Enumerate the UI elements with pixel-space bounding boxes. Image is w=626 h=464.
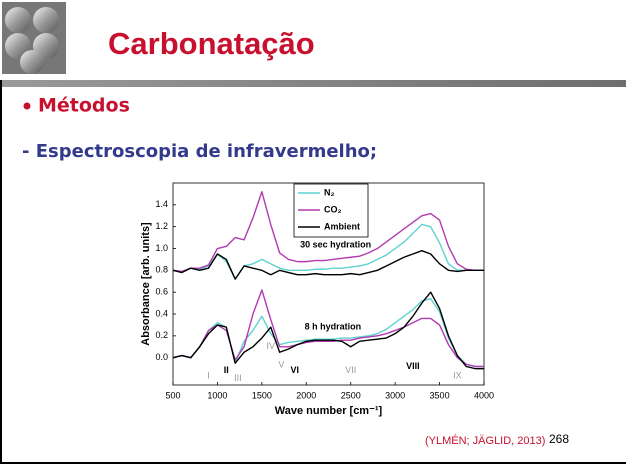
y-tick-label: 0.2	[155, 330, 168, 340]
x-axis-label: Wave number [cm⁻¹]	[275, 405, 383, 417]
y-tick-label: 1.0	[155, 243, 168, 253]
annotation: VI	[290, 365, 299, 375]
x-tick-label: 1500	[252, 390, 272, 400]
citation: (YLMÉN; JÄGLID, 2013)	[425, 434, 545, 447]
series-line	[172, 250, 484, 280]
bullet-text: Métodos	[38, 95, 130, 117]
y-tick-label: 0.4	[155, 308, 168, 318]
series-line	[172, 289, 484, 368]
plot-area	[172, 182, 485, 386]
series-line	[172, 191, 484, 273]
header-icon	[2, 2, 66, 74]
x-tick-label: 3500	[430, 390, 450, 400]
annotation: I	[207, 371, 210, 381]
annotation: 8 h hydration	[305, 322, 362, 332]
annotation: IV	[266, 341, 275, 351]
legend-label: Ambient	[324, 221, 360, 231]
y-tick-label: 1.4	[155, 199, 168, 209]
y-tick-label: 1.2	[155, 221, 168, 231]
series-line	[172, 291, 484, 370]
x-tick-label: 3000	[385, 390, 405, 400]
x-tick-label: 1000	[207, 390, 227, 400]
y-axis-label: Absorbance [arb. units]	[140, 222, 152, 346]
subheading: - Espectroscopia de infravermelho;	[22, 141, 377, 162]
x-tick-label: 2500	[341, 390, 361, 400]
annotation: VIII	[406, 361, 420, 371]
annotation: III	[234, 373, 242, 383]
legend-label: N₂	[324, 187, 335, 197]
x-tick-label: 2000	[296, 390, 316, 400]
x-tick-label: 4000	[474, 390, 494, 400]
annotation: V	[278, 360, 284, 370]
page-number: 268	[549, 432, 569, 446]
header-rule	[0, 80, 626, 87]
legend-label: CO₂	[324, 204, 342, 214]
chart: 0.0 0.2 0.4 0.6 0.8 1.0 1.2 1.4 500 1000 1500 2000 2…	[140, 182, 494, 417]
y-tick-label: 0.6	[155, 287, 168, 297]
bullet-dot	[23, 102, 31, 110]
annotation: 30 sec hydration	[300, 240, 371, 250]
annotation: IX	[453, 371, 462, 381]
y-tick-label: 0.0	[155, 352, 168, 362]
annotation: II	[224, 365, 229, 375]
series-line	[172, 223, 484, 280]
x-tick-label: 500	[165, 390, 180, 400]
slide-title: Carbonatação	[108, 26, 315, 61]
y-tick-label: 0.8	[155, 265, 168, 275]
annotation: VII	[345, 365, 356, 375]
